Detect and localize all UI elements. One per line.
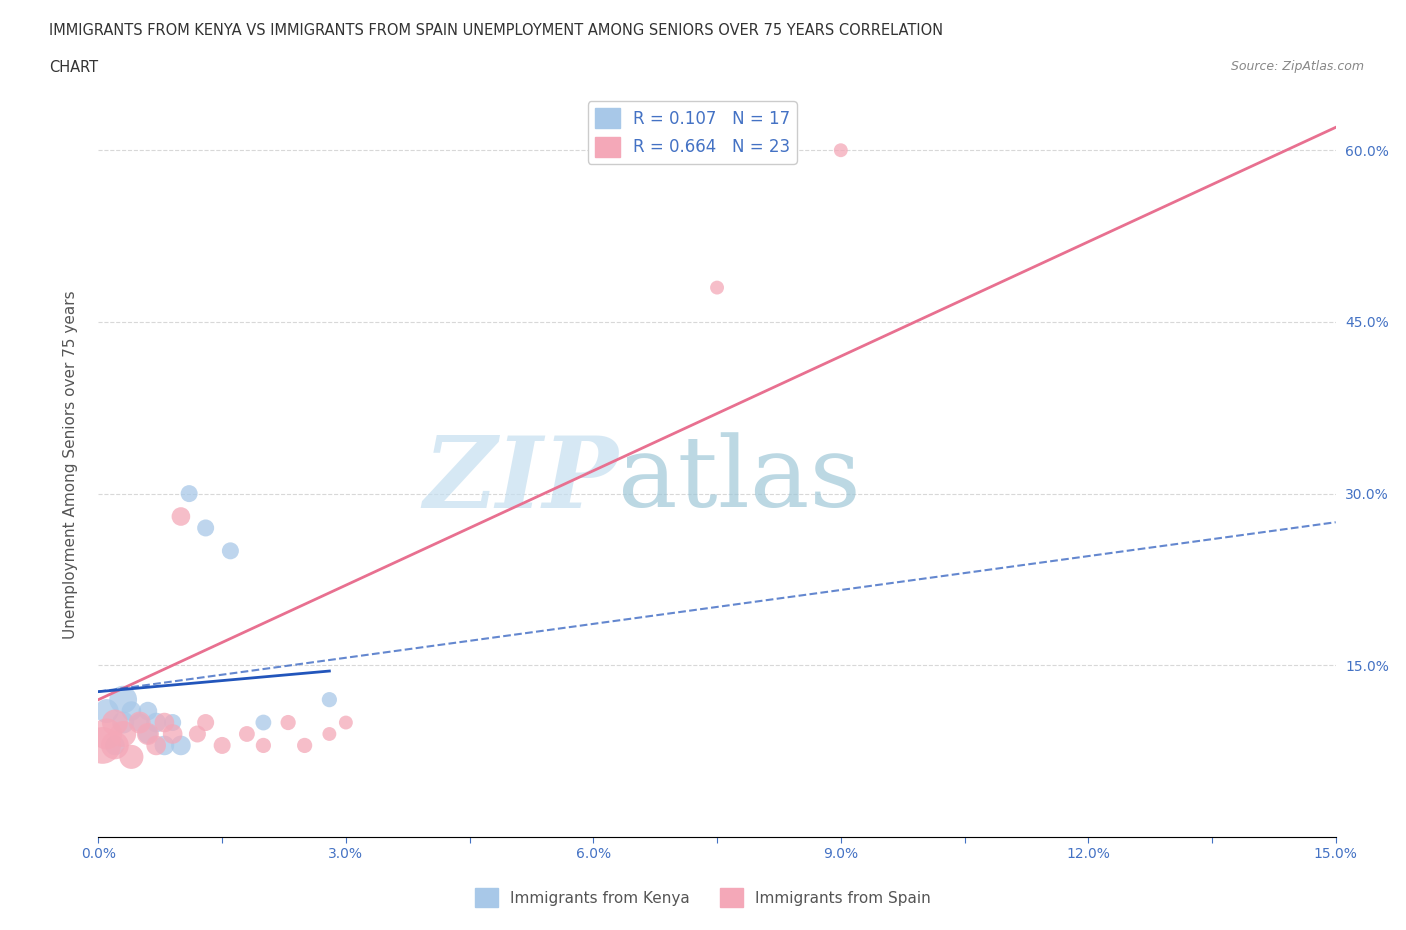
Point <box>136 726 159 741</box>
Point <box>128 715 150 730</box>
Text: atlas: atlas <box>619 432 860 528</box>
Point <box>170 509 193 524</box>
Point <box>186 726 208 741</box>
Point <box>211 738 233 753</box>
Point <box>194 715 217 730</box>
Point <box>153 738 176 753</box>
Point <box>179 486 201 501</box>
Text: Source: ZipAtlas.com: Source: ZipAtlas.com <box>1230 60 1364 73</box>
Point <box>830 143 852 158</box>
Point <box>145 715 167 730</box>
Point <box>104 738 127 753</box>
Legend: R = 0.107   N = 17, R = 0.664   N = 23: R = 0.107 N = 17, R = 0.664 N = 23 <box>588 101 797 164</box>
Point <box>318 692 340 707</box>
Point <box>219 543 242 558</box>
Point <box>96 726 118 741</box>
Point <box>170 738 193 753</box>
Point <box>252 715 274 730</box>
Point <box>104 715 127 730</box>
Point <box>112 692 135 707</box>
Point <box>153 715 176 730</box>
Point <box>120 750 142 764</box>
Text: CHART: CHART <box>49 60 98 75</box>
Point <box>112 726 135 741</box>
Point <box>236 726 259 741</box>
Text: ZIP: ZIP <box>423 432 619 528</box>
Point <box>318 726 340 741</box>
Point <box>128 715 150 730</box>
Point <box>335 715 357 730</box>
Point <box>136 704 159 719</box>
Legend: Immigrants from Kenya, Immigrants from Spain: Immigrants from Kenya, Immigrants from S… <box>468 883 938 913</box>
Point <box>162 715 184 730</box>
Point <box>162 726 184 741</box>
Point <box>706 280 728 295</box>
Point <box>104 738 127 753</box>
Point <box>294 738 316 753</box>
Point <box>96 704 118 719</box>
Text: IMMIGRANTS FROM KENYA VS IMMIGRANTS FROM SPAIN UNEMPLOYMENT AMONG SENIORS OVER 7: IMMIGRANTS FROM KENYA VS IMMIGRANTS FROM… <box>49 23 943 38</box>
Point <box>91 738 114 753</box>
Point <box>120 704 142 719</box>
Point <box>277 715 299 730</box>
Point <box>252 738 274 753</box>
Point <box>112 715 135 730</box>
Point <box>145 738 167 753</box>
Point <box>194 521 217 536</box>
Point <box>136 726 159 741</box>
Y-axis label: Unemployment Among Seniors over 75 years: Unemployment Among Seniors over 75 years <box>63 291 77 639</box>
